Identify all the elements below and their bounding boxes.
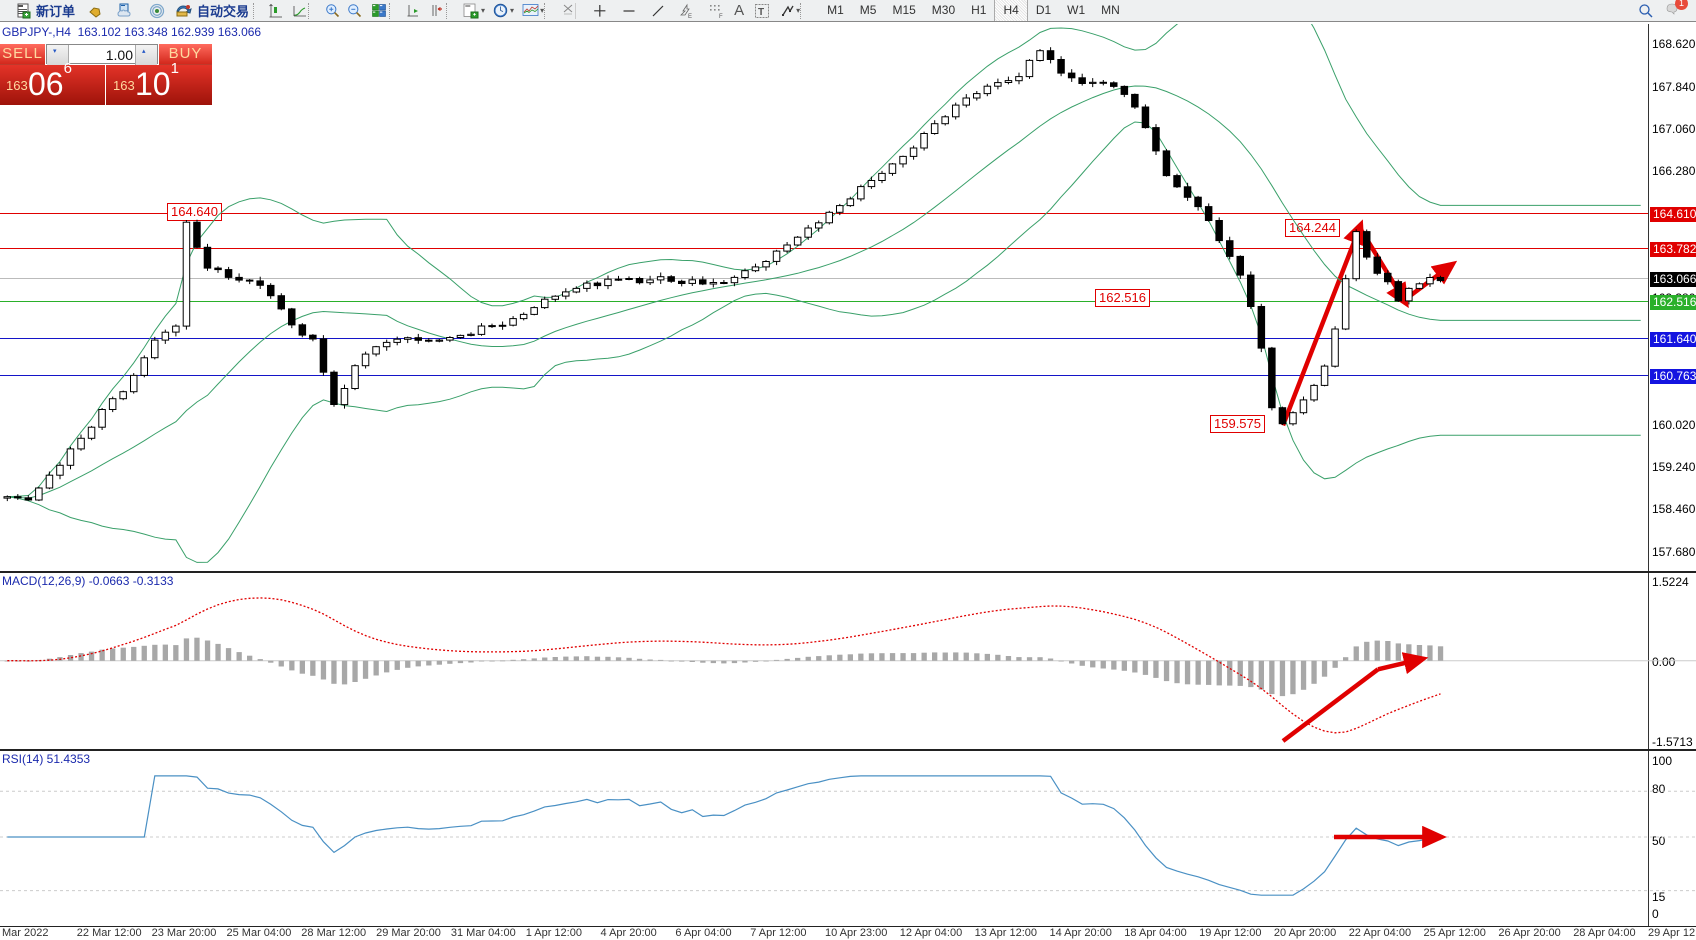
svg-text:T: T [758,7,764,18]
svg-text:F: F [719,14,723,19]
svg-text:E: E [688,14,692,19]
